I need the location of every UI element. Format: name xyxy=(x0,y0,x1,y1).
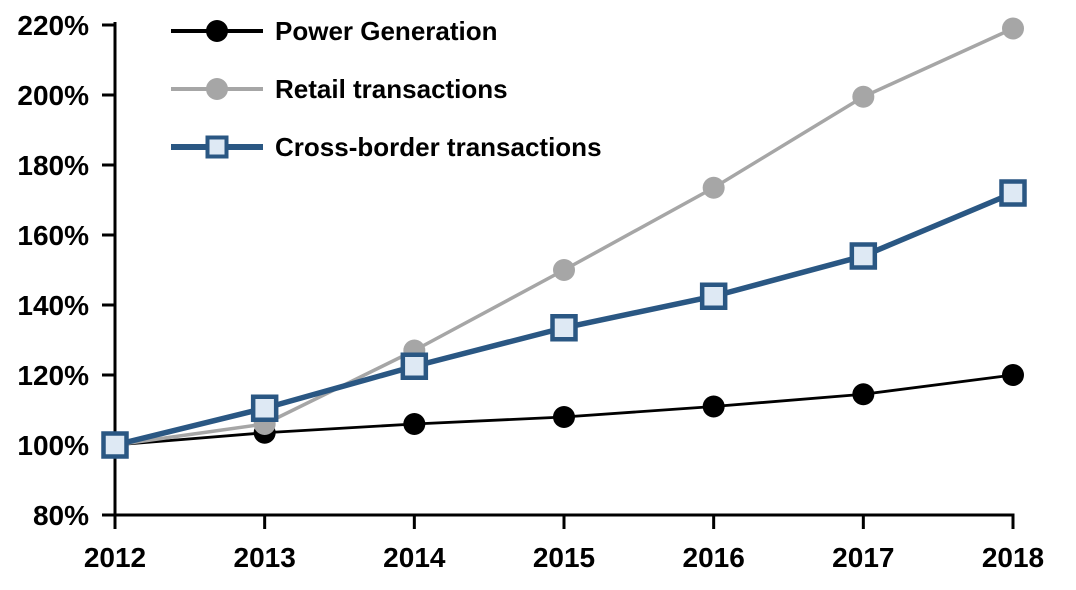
marker-retail-transactions-2017 xyxy=(852,85,875,108)
marker-cross-border-transactions-2012 xyxy=(101,431,129,459)
x-tick-label: 2015 xyxy=(533,542,595,573)
legend-circle-marker-icon xyxy=(206,20,228,42)
legend-circle-marker-icon xyxy=(206,78,228,100)
y-tick-label: 100% xyxy=(17,430,89,461)
x-tick-label: 2018 xyxy=(982,542,1044,573)
y-tick-label: 120% xyxy=(17,360,89,391)
marker-power-generation-2015 xyxy=(553,406,575,428)
legend-marker-cross-border-transactions-icon xyxy=(171,133,263,161)
y-tick-label: 80% xyxy=(33,500,89,531)
legend-item-retail-transactions: Retail transactions xyxy=(171,60,602,118)
legend-item-cross-border-transactions: Cross-border transactions xyxy=(171,118,602,176)
y-tick-label: 160% xyxy=(17,220,89,251)
y-tick-label: 140% xyxy=(17,290,89,321)
x-tick-label: 2017 xyxy=(832,542,894,573)
legend-label-retail-transactions: Retail transactions xyxy=(275,73,508,104)
marker-cross-border-transactions-2015 xyxy=(550,314,578,342)
x-tick-label: 2012 xyxy=(84,542,146,573)
marker-power-generation-2016 xyxy=(702,395,725,418)
marker-power-generation-2018 xyxy=(1002,364,1024,386)
marker-retail-transactions-2015 xyxy=(553,259,575,281)
marker-retail-transactions-2016 xyxy=(702,176,725,199)
y-tick-label: 220% xyxy=(17,10,89,41)
marker-cross-border-transactions-2014 xyxy=(400,352,429,380)
legend: Power Generation Retail transactions Cro… xyxy=(171,2,602,176)
marker-cross-border-transactions-2016 xyxy=(699,282,728,310)
x-tick-label: 2016 xyxy=(683,542,745,573)
marker-power-generation-2014 xyxy=(403,413,426,435)
legend-label-power-generation: Power Generation xyxy=(275,15,498,46)
y-tick-label: 180% xyxy=(17,150,89,181)
legend-item-power-generation: Power Generation xyxy=(171,2,602,60)
marker-retail-transactions-2018 xyxy=(1002,17,1024,40)
marker-cross-border-transactions-2018 xyxy=(999,179,1027,207)
legend-square-marker-icon xyxy=(205,135,229,159)
x-tick-label: 2014 xyxy=(383,542,446,573)
marker-cross-border-transactions-2017 xyxy=(849,242,878,270)
legend-marker-retail-transactions-icon xyxy=(171,75,263,103)
marker-power-generation-2017 xyxy=(852,383,875,406)
legend-marker-power-generation-icon xyxy=(171,17,263,45)
marker-cross-border-transactions-2013 xyxy=(250,394,279,422)
y-tick-label: 200% xyxy=(17,80,89,111)
legend-label-cross-border-transactions: Cross-border transactions xyxy=(275,131,602,162)
x-tick-label: 2013 xyxy=(234,542,296,573)
